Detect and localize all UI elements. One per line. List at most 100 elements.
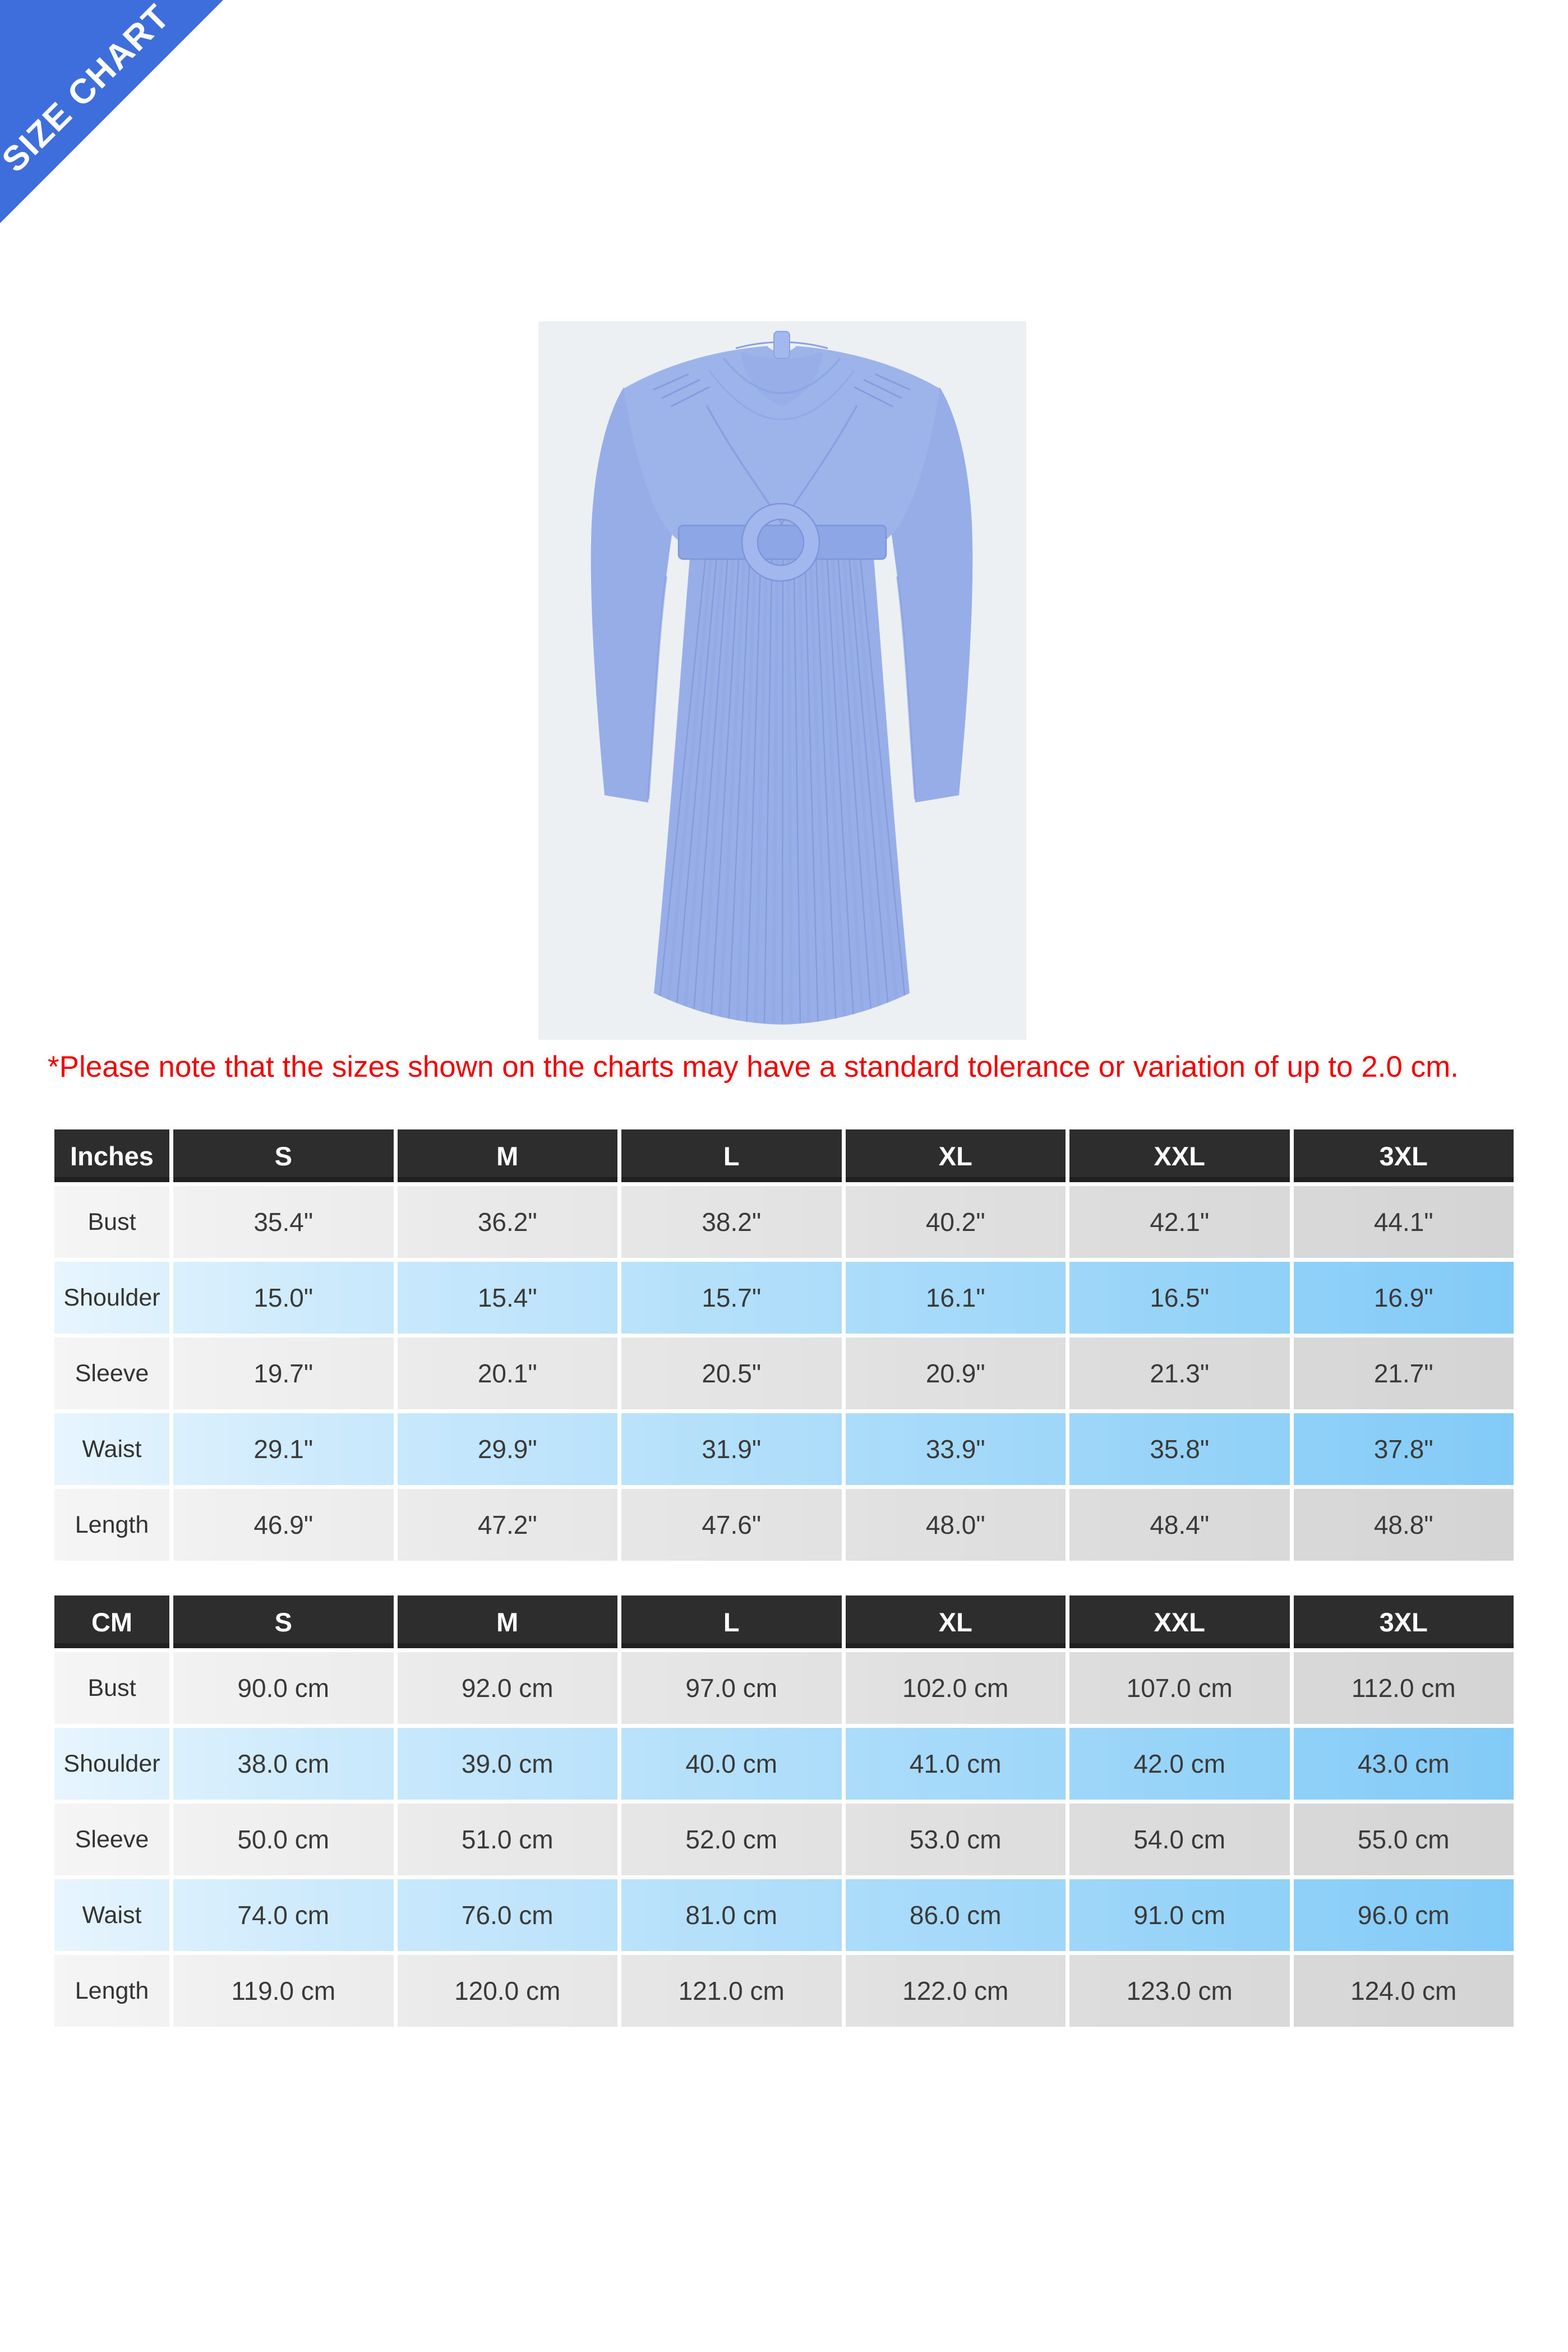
- size-value: 53.0 cm: [909, 1825, 1002, 1854]
- size-value: 36.2": [477, 1207, 537, 1237]
- dress-skirt: [654, 545, 910, 1025]
- size-value: 16.9": [1373, 1283, 1433, 1312]
- table-row: Length 46.9" 47.2" 47.6" 48.0" 48.4" 48.8": [54, 1489, 1514, 1561]
- shoulder-pleats: [653, 373, 911, 408]
- ribbon-triangle-graphic: SIZE CHART: [0, 0, 223, 223]
- table-row: Waist 29.1" 29.9" 31.9" 33.9" 35.8" 37.8": [54, 1413, 1514, 1485]
- size-value: 16.5": [1150, 1283, 1210, 1312]
- size-value: 40.2": [925, 1207, 985, 1237]
- table-row: Shoulder 15.0" 15.4" 15.7" 16.1" 16.5" 16.9": [54, 1262, 1514, 1334]
- table-row: Waist 74.0 cm 76.0 cm 81.0 cm 86.0 cm 91.0 cm…: [54, 1879, 1514, 1951]
- size-value: 91.0 cm: [1133, 1901, 1226, 1930]
- size-value: 16.1": [925, 1283, 985, 1312]
- size-value: 96.0 cm: [1357, 1901, 1450, 1930]
- row-label: Bust: [87, 1208, 136, 1235]
- size-chart-ribbon: SIZE CHART: [0, 0, 241, 241]
- header-row: Inches S M L XL XXL 3XL: [54, 1129, 1514, 1182]
- skirt-pleats: [656, 546, 908, 1023]
- size-value: 38.2": [702, 1207, 762, 1237]
- size-value: 81.0 cm: [685, 1901, 778, 1930]
- row-label: Shoulder: [63, 1284, 160, 1311]
- inches-size-table: Inches S M L XL XXL 3XL Bust 35.4" 36.2" 38.2" 40.2…: [50, 1126, 1518, 1565]
- unit-header: Inches: [54, 1129, 169, 1182]
- size-value: 92.0 cm: [461, 1673, 554, 1703]
- size-value: 102.0 cm: [902, 1673, 1009, 1703]
- size-value: 43.0 cm: [1357, 1749, 1450, 1778]
- size-value: 33.9": [925, 1435, 985, 1464]
- size-value: 123.0 cm: [1126, 1976, 1233, 2005]
- size-value: 90.0 cm: [237, 1673, 330, 1703]
- size-value: 48.8": [1373, 1510, 1433, 1539]
- size-value: 21.3": [1150, 1359, 1210, 1388]
- size-value: 54.0 cm: [1133, 1825, 1226, 1854]
- table-row: Sleeve 19.7" 20.1" 20.5" 20.9" 21.3" 21.7": [54, 1338, 1514, 1409]
- row-label: Shoulder: [63, 1750, 160, 1777]
- size-value: 31.9": [702, 1435, 762, 1464]
- header-row: CM S M L XL XXL 3XL: [54, 1595, 1514, 1648]
- table-row: Bust 35.4" 36.2" 38.2" 40.2" 42.1" 44.1": [54, 1186, 1514, 1258]
- size-value: 35.8": [1150, 1435, 1210, 1464]
- dress-belt: [677, 502, 887, 582]
- size-value: 20.5": [702, 1359, 762, 1388]
- dress-bodice: [624, 331, 940, 546]
- size-value: 107.0 cm: [1126, 1673, 1233, 1703]
- product-photo: [538, 321, 1026, 1040]
- table-row: Sleeve 50.0 cm 51.0 cm 52.0 cm 53.0 cm 54.0 c…: [54, 1804, 1514, 1875]
- size-value: 51.0 cm: [461, 1825, 554, 1854]
- size-value: 39.0 cm: [461, 1749, 554, 1778]
- size-value: 46.9": [253, 1510, 313, 1539]
- table-row: Shoulder 38.0 cm 39.0 cm 40.0 cm 41.0 cm 42.0…: [54, 1728, 1514, 1800]
- size-value: 15.7": [702, 1283, 762, 1312]
- column-header: S: [173, 1129, 394, 1182]
- size-value: 41.0 cm: [909, 1749, 1002, 1778]
- column-header: S: [173, 1595, 394, 1648]
- column-header: XL: [845, 1595, 1066, 1648]
- size-value: 112.0 cm: [1351, 1673, 1456, 1703]
- column-header: XXL: [1069, 1129, 1290, 1182]
- column-header: M: [397, 1129, 617, 1182]
- size-value: 15.4": [477, 1283, 537, 1312]
- zipper-tab: [773, 331, 790, 359]
- size-value: 47.2": [477, 1510, 537, 1539]
- size-value: 48.4": [1150, 1510, 1210, 1539]
- column-header: M: [397, 1595, 617, 1648]
- size-value: 29.9": [477, 1435, 537, 1464]
- ribbon-triangle: [0, 0, 223, 223]
- size-value: 86.0 cm: [909, 1901, 1002, 1930]
- cm-size-table: CM S M L XL XXL 3XL Bust 90.0 cm 92.0 cm 97.0 cm 10…: [50, 1592, 1518, 2031]
- size-value: 29.1": [253, 1435, 313, 1464]
- row-label: Length: [75, 1977, 149, 2004]
- size-value: 20.1": [477, 1359, 537, 1388]
- size-value: 119.0 cm: [231, 1976, 336, 2005]
- size-value: 74.0 cm: [237, 1901, 330, 1930]
- size-value: 120.0 cm: [454, 1976, 561, 2005]
- size-value: 15.0": [253, 1283, 313, 1312]
- table-row: Length 119.0 cm 120.0 cm 121.0 cm 122.0 cm 12…: [54, 1955, 1514, 2027]
- column-header: XXL: [1069, 1595, 1290, 1648]
- size-value: 40.0 cm: [685, 1749, 778, 1778]
- row-label: Waist: [82, 1435, 142, 1463]
- size-value: 124.0 cm: [1350, 1976, 1457, 2005]
- column-header: XL: [845, 1129, 1066, 1182]
- row-label: Length: [75, 1511, 149, 1538]
- size-value: 76.0 cm: [461, 1901, 554, 1930]
- size-value: 48.0": [925, 1510, 985, 1539]
- table-row: Bust 90.0 cm 92.0 cm 97.0 cm 102.0 cm 107.0 c…: [54, 1652, 1514, 1724]
- belt-buckle: [742, 504, 819, 581]
- size-value: 21.7": [1373, 1359, 1433, 1388]
- row-label: Bust: [87, 1674, 136, 1701]
- size-value: 38.0 cm: [237, 1749, 330, 1778]
- row-label: Waist: [82, 1901, 142, 1929]
- size-value: 19.7": [253, 1359, 313, 1388]
- size-value: 35.4": [253, 1207, 313, 1237]
- size-value: 55.0 cm: [1357, 1825, 1450, 1854]
- row-label: Sleeve: [75, 1825, 149, 1853]
- size-value: 121.0 cm: [678, 1976, 785, 2005]
- size-value: 50.0 cm: [237, 1825, 330, 1854]
- row-label: Sleeve: [75, 1359, 149, 1387]
- size-value: 52.0 cm: [685, 1825, 778, 1854]
- size-value: 42.1": [1150, 1207, 1210, 1237]
- size-value: 37.8": [1373, 1435, 1433, 1464]
- column-header: L: [621, 1595, 842, 1648]
- column-header: 3XL: [1293, 1129, 1514, 1182]
